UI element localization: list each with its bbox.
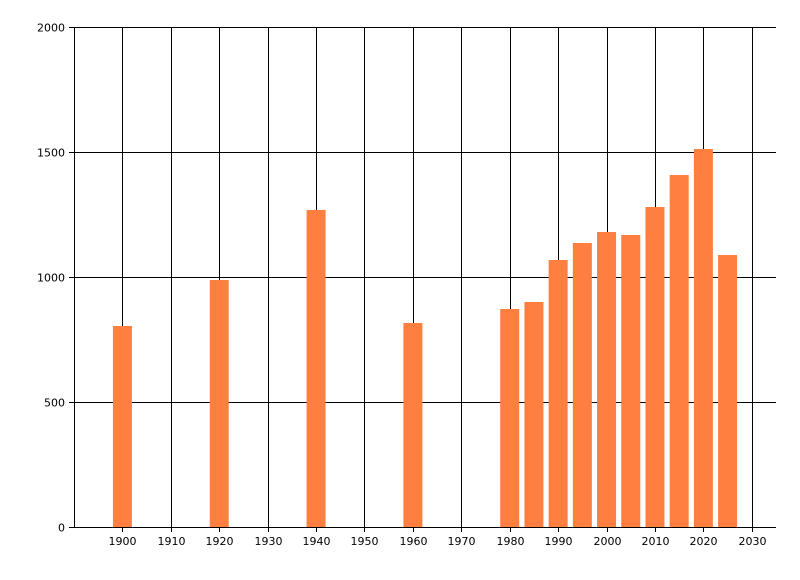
- bar-1900: [112, 326, 132, 527]
- x-tick-label: 1900: [109, 535, 137, 548]
- x-tick-label: 1990: [545, 535, 573, 548]
- x-tick-label: 1930: [255, 535, 283, 548]
- axes: [74, 27, 776, 528]
- bar-1995: [572, 243, 592, 527]
- bars: [112, 149, 738, 527]
- x-tick-label: 1970: [448, 535, 476, 548]
- bar-1940: [306, 210, 326, 527]
- x-tick-label: 2020: [690, 535, 718, 548]
- x-tick-label: 2010: [642, 535, 670, 548]
- bar-2020: [693, 149, 713, 527]
- x-tick-label: 1910: [158, 535, 186, 548]
- bar-1960: [403, 323, 423, 527]
- x-tick-label: 1960: [400, 535, 428, 548]
- x-tick-label: 1920: [206, 535, 234, 548]
- bar-2010: [645, 207, 665, 527]
- bar-2005: [621, 235, 641, 527]
- x-tick-label: 1950: [351, 535, 379, 548]
- x-tick-label: 2000: [594, 535, 622, 548]
- bar-2025: [718, 255, 738, 527]
- bar-1920: [209, 280, 229, 527]
- bar-1985: [524, 302, 544, 527]
- bar-2015: [669, 175, 689, 527]
- bar-1990: [548, 260, 568, 527]
- y-tick-label: 500: [44, 397, 65, 410]
- tick-labels: 1900 1910 1920 1930 1940 1950 1960 1970 1980 1990…: [37, 22, 767, 549]
- bar-2000: [597, 232, 617, 527]
- x-tick-label: 1980: [497, 535, 525, 548]
- x-tick-label: 2030: [739, 535, 767, 548]
- x-tick-label: 1940: [303, 535, 331, 548]
- y-tick-label: 0: [58, 522, 65, 535]
- bar-1980: [500, 309, 520, 527]
- y-tick-label: 1000: [37, 272, 65, 285]
- y-tick-label: 1500: [37, 147, 65, 160]
- y-tick-label: 2000: [37, 22, 65, 35]
